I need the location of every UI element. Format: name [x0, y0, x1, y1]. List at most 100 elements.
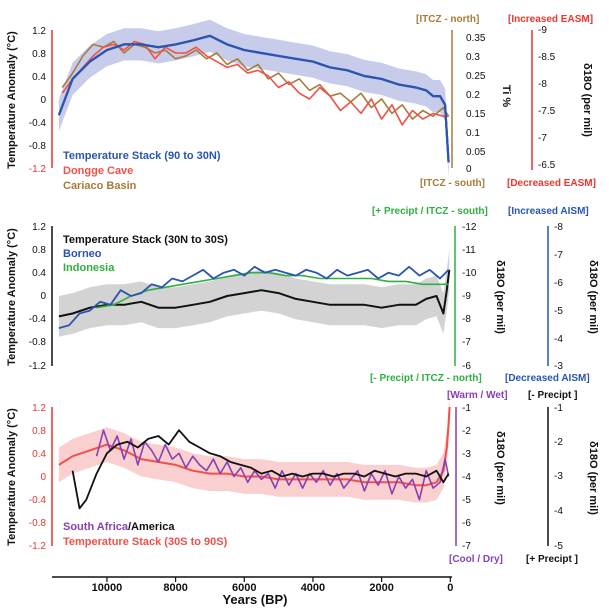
precip-tick: -4 — [554, 506, 563, 517]
series-line-temperature-stack-30n-to-30s — [58, 269, 451, 318]
legend-temperature-stack-30s-90s: Temperature Stack (30S to 90S) — [63, 536, 228, 548]
series-line-borneo — [58, 265, 450, 329]
panel-3-purple-ticks: -1 -2 -3 -4 -5 -6 -7 — [462, 403, 471, 552]
legend-dongge-cave: Dongge Cave — [63, 165, 133, 177]
panel-3-purple-top-label: [Warm / Wet] — [447, 390, 508, 401]
ti-tick: 0.05 — [466, 147, 486, 158]
panel-3-precip-label: δ18O (per mil) — [587, 441, 599, 515]
x-tick-label: 6000 — [232, 582, 256, 594]
panel-3-purple-label: δ18O (per mil) — [494, 431, 506, 505]
green-tick: -12 — [462, 222, 477, 233]
green-tick: -8 — [462, 314, 471, 325]
precip-tick: -2 — [554, 437, 563, 448]
green-tick: -6 — [462, 361, 471, 372]
panel-2-aism-ticks: -8 -7 -6 -5 -4 -3 — [554, 222, 563, 372]
panel-2-green-ticks: -12 -11 -10 -9 -8 -7 -6 — [462, 222, 477, 372]
panel-3-y-tick: -0.8 — [29, 518, 47, 529]
purple-tick: -4 — [462, 472, 471, 483]
easm-tick: -7.5 — [538, 106, 556, 117]
panel-1-y-tick: -0.4 — [29, 118, 47, 129]
panel-2-aism-top-label: [Increased AISM] — [508, 206, 589, 217]
precip-tick: -1 — [554, 403, 563, 414]
green-tick: -10 — [462, 268, 477, 279]
purple-tick: -6 — [462, 518, 471, 529]
panel-1-plot-area — [57, 19, 450, 179]
panel-2-y-label: Temperature Anomaly (°C) — [6, 228, 18, 366]
panel-2-left-ticks: 1.2 0.8 0.4 0 -0.4 -0.8 -1.2 — [29, 222, 47, 372]
purple-tick: -7 — [462, 541, 471, 552]
aism-tick: -6 — [554, 278, 563, 289]
legend-south-africa-america: South Africa/America — [63, 521, 175, 533]
panel-3-precip-top-label: [- Precipt ] — [528, 390, 577, 401]
x-axis-label: Years (BP) — [222, 592, 287, 607]
ti-tick: 0.1 — [466, 128, 480, 139]
purple-tick: -3 — [462, 449, 471, 460]
easm-tick: -8 — [538, 79, 547, 90]
panel-1-y-tick: 0.8 — [32, 49, 46, 60]
panel-1-ti-ticks: 0.35 0.3 0.25 0.2 0.15 0.1 0.05 0 — [466, 33, 486, 175]
panel-3-purple-bottom-label: [Cool / Dry] — [449, 554, 503, 565]
easm-tick: -8.5 — [538, 52, 556, 63]
panel-2-y-tick: -0.8 — [29, 337, 47, 348]
panel-2-green-bottom-label: [- Precipt / ITCZ - north] — [370, 373, 482, 384]
panel-3-plot-area — [58, 389, 451, 510]
panel-1-easm-top-label: [Increased EASM] — [508, 14, 593, 25]
green-tick: -11 — [462, 245, 476, 256]
x-tick-label: 4000 — [301, 582, 325, 594]
x-axis-ticks: 10000 8000 6000 4000 2000 0 — [92, 577, 453, 594]
panel-3-left-ticks: 1.2 0.8 0.4 0 -0.4 -0.8 -1.2 — [29, 403, 47, 552]
legend-temperature-stack-30n-30s: Temperature Stack (30N to 30S) — [63, 234, 228, 246]
x-tick-label: 2000 — [369, 582, 393, 594]
series-line-south-africa — [95, 429, 450, 501]
ti-tick: 0.2 — [466, 90, 480, 101]
panel-2-green-label: δ18O (per mil) — [494, 260, 506, 334]
panel-2-y-tick: 0.8 — [32, 245, 46, 256]
panel-1-easm-ticks: -9 -8.5 -8 -7.5 -7 -6.5 — [538, 25, 556, 171]
panel-1-ti-bottom-label: [ITCZ - south] — [420, 178, 485, 189]
legend-borneo: Borneo — [63, 248, 102, 260]
panel-1-y-tick: 0 — [40, 95, 46, 106]
panel-2-y-tick: -0.4 — [29, 314, 47, 325]
series-band-temperature-stack-90-to-30n — [58, 19, 449, 179]
panel-3-y-tick: 0 — [40, 472, 46, 483]
panel-1-easm-bottom-label: [Decreased EASM] — [507, 178, 596, 189]
panel-1-easm-label: δ18O (per mil) — [581, 63, 593, 137]
panel-2: 1.2 0.8 0.4 0 -0.4 -0.8 -1.2 Temperature… — [6, 206, 599, 384]
legend-cariaco-basin: Cariaco Basin — [63, 180, 137, 192]
panel-1-left-ticks: 1.2 0.8 0.4 0 -0.4 -0.8 -1.2 — [29, 26, 47, 175]
precip-tick: -5 — [554, 541, 563, 552]
x-tick-label: 10000 — [92, 582, 123, 594]
legend-temperature-stack-90-30n: Temperature Stack (90 to 30N) — [63, 150, 221, 162]
panel-3-precip-ticks: -1 -2 -3 -4 -5 — [554, 403, 563, 552]
series-band-temperature-stack-30s-to-90s — [58, 389, 450, 503]
x-tick-label: 8000 — [163, 582, 187, 594]
ti-tick: 0.35 — [466, 33, 486, 44]
panel-2-plot-area — [58, 249, 451, 337]
ti-tick: 0 — [466, 164, 472, 175]
panel-1-y-tick: 0.4 — [32, 72, 46, 83]
aism-tick: -8 — [554, 222, 563, 233]
panel-1-y-label: Temperature Anomaly (°C) — [6, 31, 18, 169]
series-band-temperature-stack-30n-to-30s — [58, 249, 450, 337]
panel-2-aism-label: δ18O (per mil) — [587, 260, 599, 334]
ti-tick: 0.3 — [466, 52, 480, 63]
panel-1-y-tick: -0.8 — [29, 141, 47, 152]
panel-3-y-tick: 0.8 — [32, 426, 46, 437]
legend-indonesia: Indonesia — [63, 262, 115, 274]
series-line-indonesia — [96, 271, 449, 309]
panel-3-y-tick: -1.2 — [29, 541, 47, 552]
panel-2-y-tick: 0 — [40, 291, 46, 302]
series-line-temperature-stack-90-30n-top — [57, 34, 450, 163]
panel-1-y-tick: -1.2 — [29, 164, 47, 175]
panel-3-y-tick: -0.4 — [29, 495, 47, 506]
panel-3-precip-bottom-label: [+ Precipt ] — [526, 554, 578, 565]
series-line-dongge-cave — [61, 40, 449, 126]
purple-tick: -1 — [462, 403, 471, 414]
x-tick-label: 0 — [447, 582, 453, 594]
panel-3: 1.2 0.8 0.4 0 -0.4 -0.8 -1.2 Temperature… — [6, 389, 599, 607]
panel-2-aism-bottom-label: [Decreased AISM] — [505, 373, 590, 384]
panel-2-y-tick: 0.4 — [32, 268, 46, 279]
aism-tick: -5 — [554, 306, 563, 317]
panel-3-y-tick: 1.2 — [32, 403, 46, 414]
